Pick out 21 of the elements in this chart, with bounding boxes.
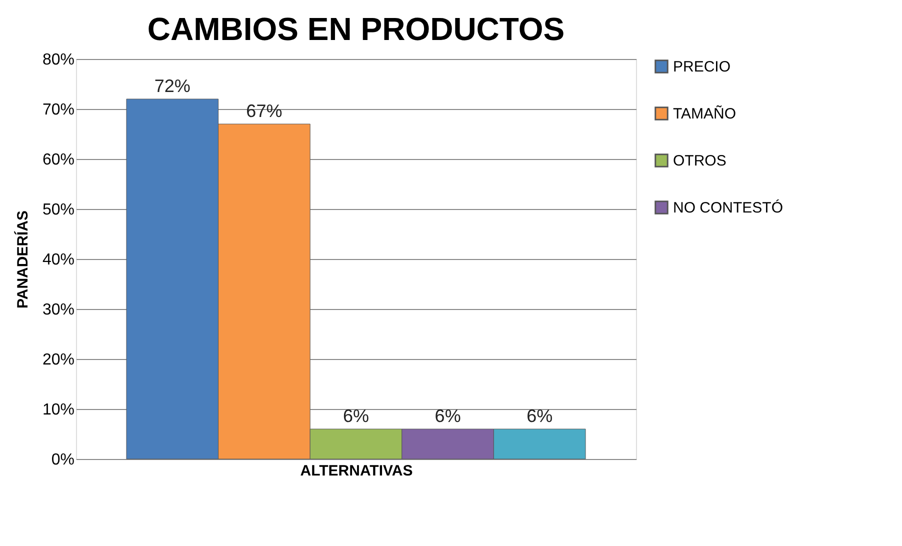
data-label: 6% xyxy=(342,406,370,426)
y-tick-label: 70% xyxy=(42,102,74,118)
y-tick-label: 30% xyxy=(42,302,74,318)
y-tick-label: 10% xyxy=(42,402,74,418)
y-axis-title: PANADERÍAS xyxy=(13,210,32,309)
data-label: 67% xyxy=(246,101,282,121)
legend-label: NO CONTESTÓ xyxy=(673,198,784,216)
data-label: 72% xyxy=(154,76,190,96)
y-tick-label: 0% xyxy=(51,452,74,468)
data-label: 6% xyxy=(434,406,461,426)
y-tick-label: 20% xyxy=(42,352,74,368)
legend-label: OTROS xyxy=(673,152,726,170)
legend-label: PRECIO xyxy=(673,58,731,76)
data-label: 6% xyxy=(526,406,553,426)
y-tick-label: 60% xyxy=(42,152,74,168)
legend-label: TAMAÑO xyxy=(673,104,736,122)
y-tick-label: 50% xyxy=(42,202,74,218)
x-axis-title: ALTERNATIVAS xyxy=(300,462,413,480)
y-tick-label: 80% xyxy=(42,52,74,68)
y-tick-label: 40% xyxy=(42,252,74,268)
chart-title: CAMBIOS EN PRODUCTOS xyxy=(147,11,565,47)
